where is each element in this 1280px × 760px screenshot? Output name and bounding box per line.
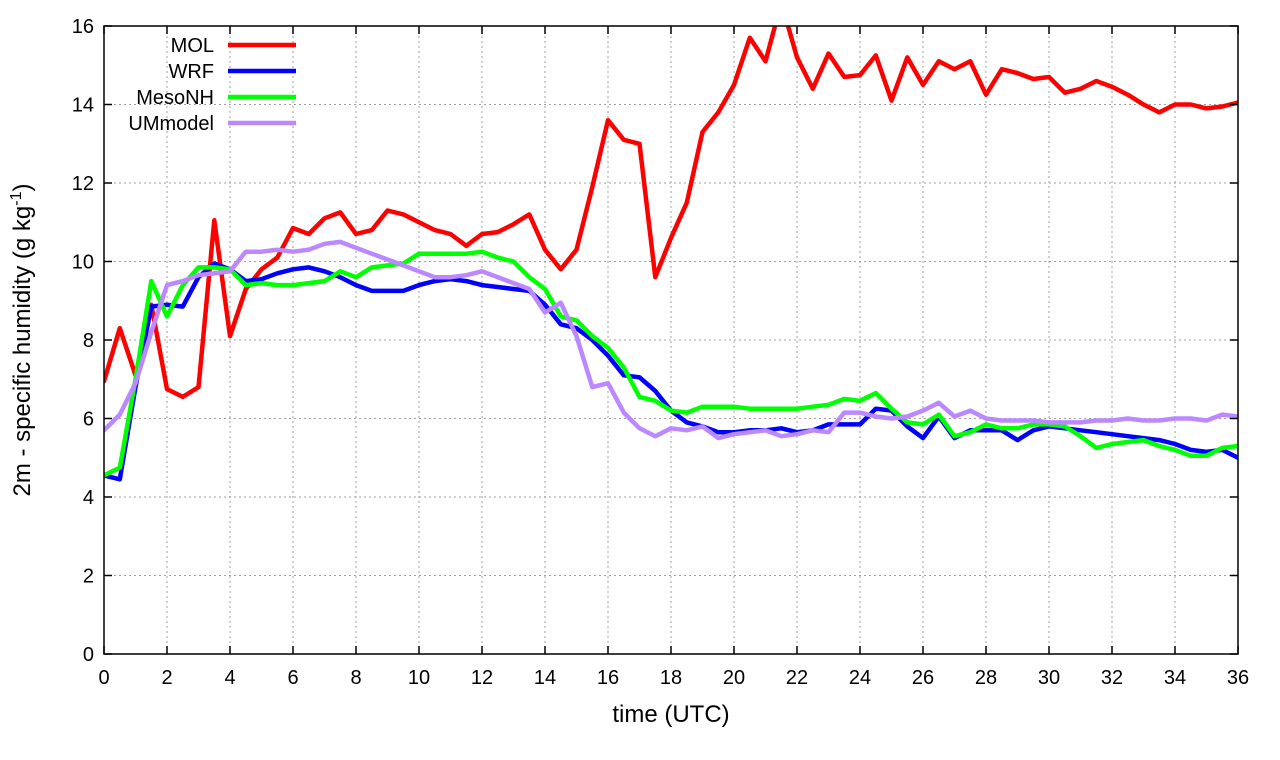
x-tick-label: 0	[98, 667, 109, 689]
series-line-mol	[104, 26, 1238, 400]
x-tick-label: 24	[849, 667, 871, 689]
legend-label-mol: MOL	[171, 35, 214, 57]
axis-ticks	[103, 25, 1239, 655]
x-tick-label: 34	[1164, 667, 1186, 689]
y-axis-title: 2m - specific humidity (g kg-1)	[8, 184, 36, 497]
y-tick-label: 10	[72, 252, 94, 274]
x-tick-label: 18	[660, 667, 682, 689]
y-axis-title-close: )	[9, 184, 36, 192]
x-tick-labels: 0 2 4 6 8 10 12 14 16 18 20 22 24 26 28 30 32 34 36	[98, 667, 1249, 689]
x-axis-title: time (UTC)	[612, 701, 729, 728]
y-tick-label: 12	[72, 173, 94, 195]
x-tick-label: 6	[287, 667, 298, 689]
x-tick-label: 36	[1227, 667, 1249, 689]
y-tick-label: 6	[83, 409, 94, 431]
y-tick-label: 2	[83, 566, 94, 588]
x-tick-label: 32	[1101, 667, 1123, 689]
x-tick-label: 4	[224, 667, 235, 689]
x-tick-label: 2	[161, 667, 172, 689]
y-tick-label: 4	[83, 487, 94, 509]
x-tick-label: 10	[408, 667, 430, 689]
y-tick-labels: 0 2 4 6 8 10 12 14 16	[72, 16, 94, 666]
y-tick-label: 0	[83, 644, 94, 666]
x-tick-label: 30	[1038, 667, 1060, 689]
x-tick-label: 12	[471, 667, 493, 689]
series-lines	[104, 26, 1238, 482]
y-tick-label: 16	[72, 16, 94, 38]
y-axis-title-superscript: -1	[8, 191, 25, 205]
legend-label-wrf: WRF	[168, 61, 214, 83]
y-tick-label: 14	[72, 95, 94, 117]
legend: MOL WRF MesoNH UMmodel	[128, 35, 296, 135]
x-tick-label: 8	[350, 667, 361, 689]
legend-label-ummodel: UMmodel	[128, 113, 214, 135]
x-tick-label: 16	[597, 667, 619, 689]
grid	[104, 26, 1238, 654]
series-line-ummodel	[104, 239, 1238, 441]
x-tick-label: 22	[786, 667, 808, 689]
legend-label-mesonh: MesoNH	[136, 87, 214, 109]
x-tick-label: 26	[912, 667, 934, 689]
y-axis-title-main: 2m - specific humidity (g kg	[9, 206, 36, 497]
x-tick-label: 14	[534, 667, 556, 689]
x-tick-label: 28	[975, 667, 997, 689]
x-tick-label: 20	[723, 667, 745, 689]
y-tick-label: 8	[83, 330, 94, 352]
